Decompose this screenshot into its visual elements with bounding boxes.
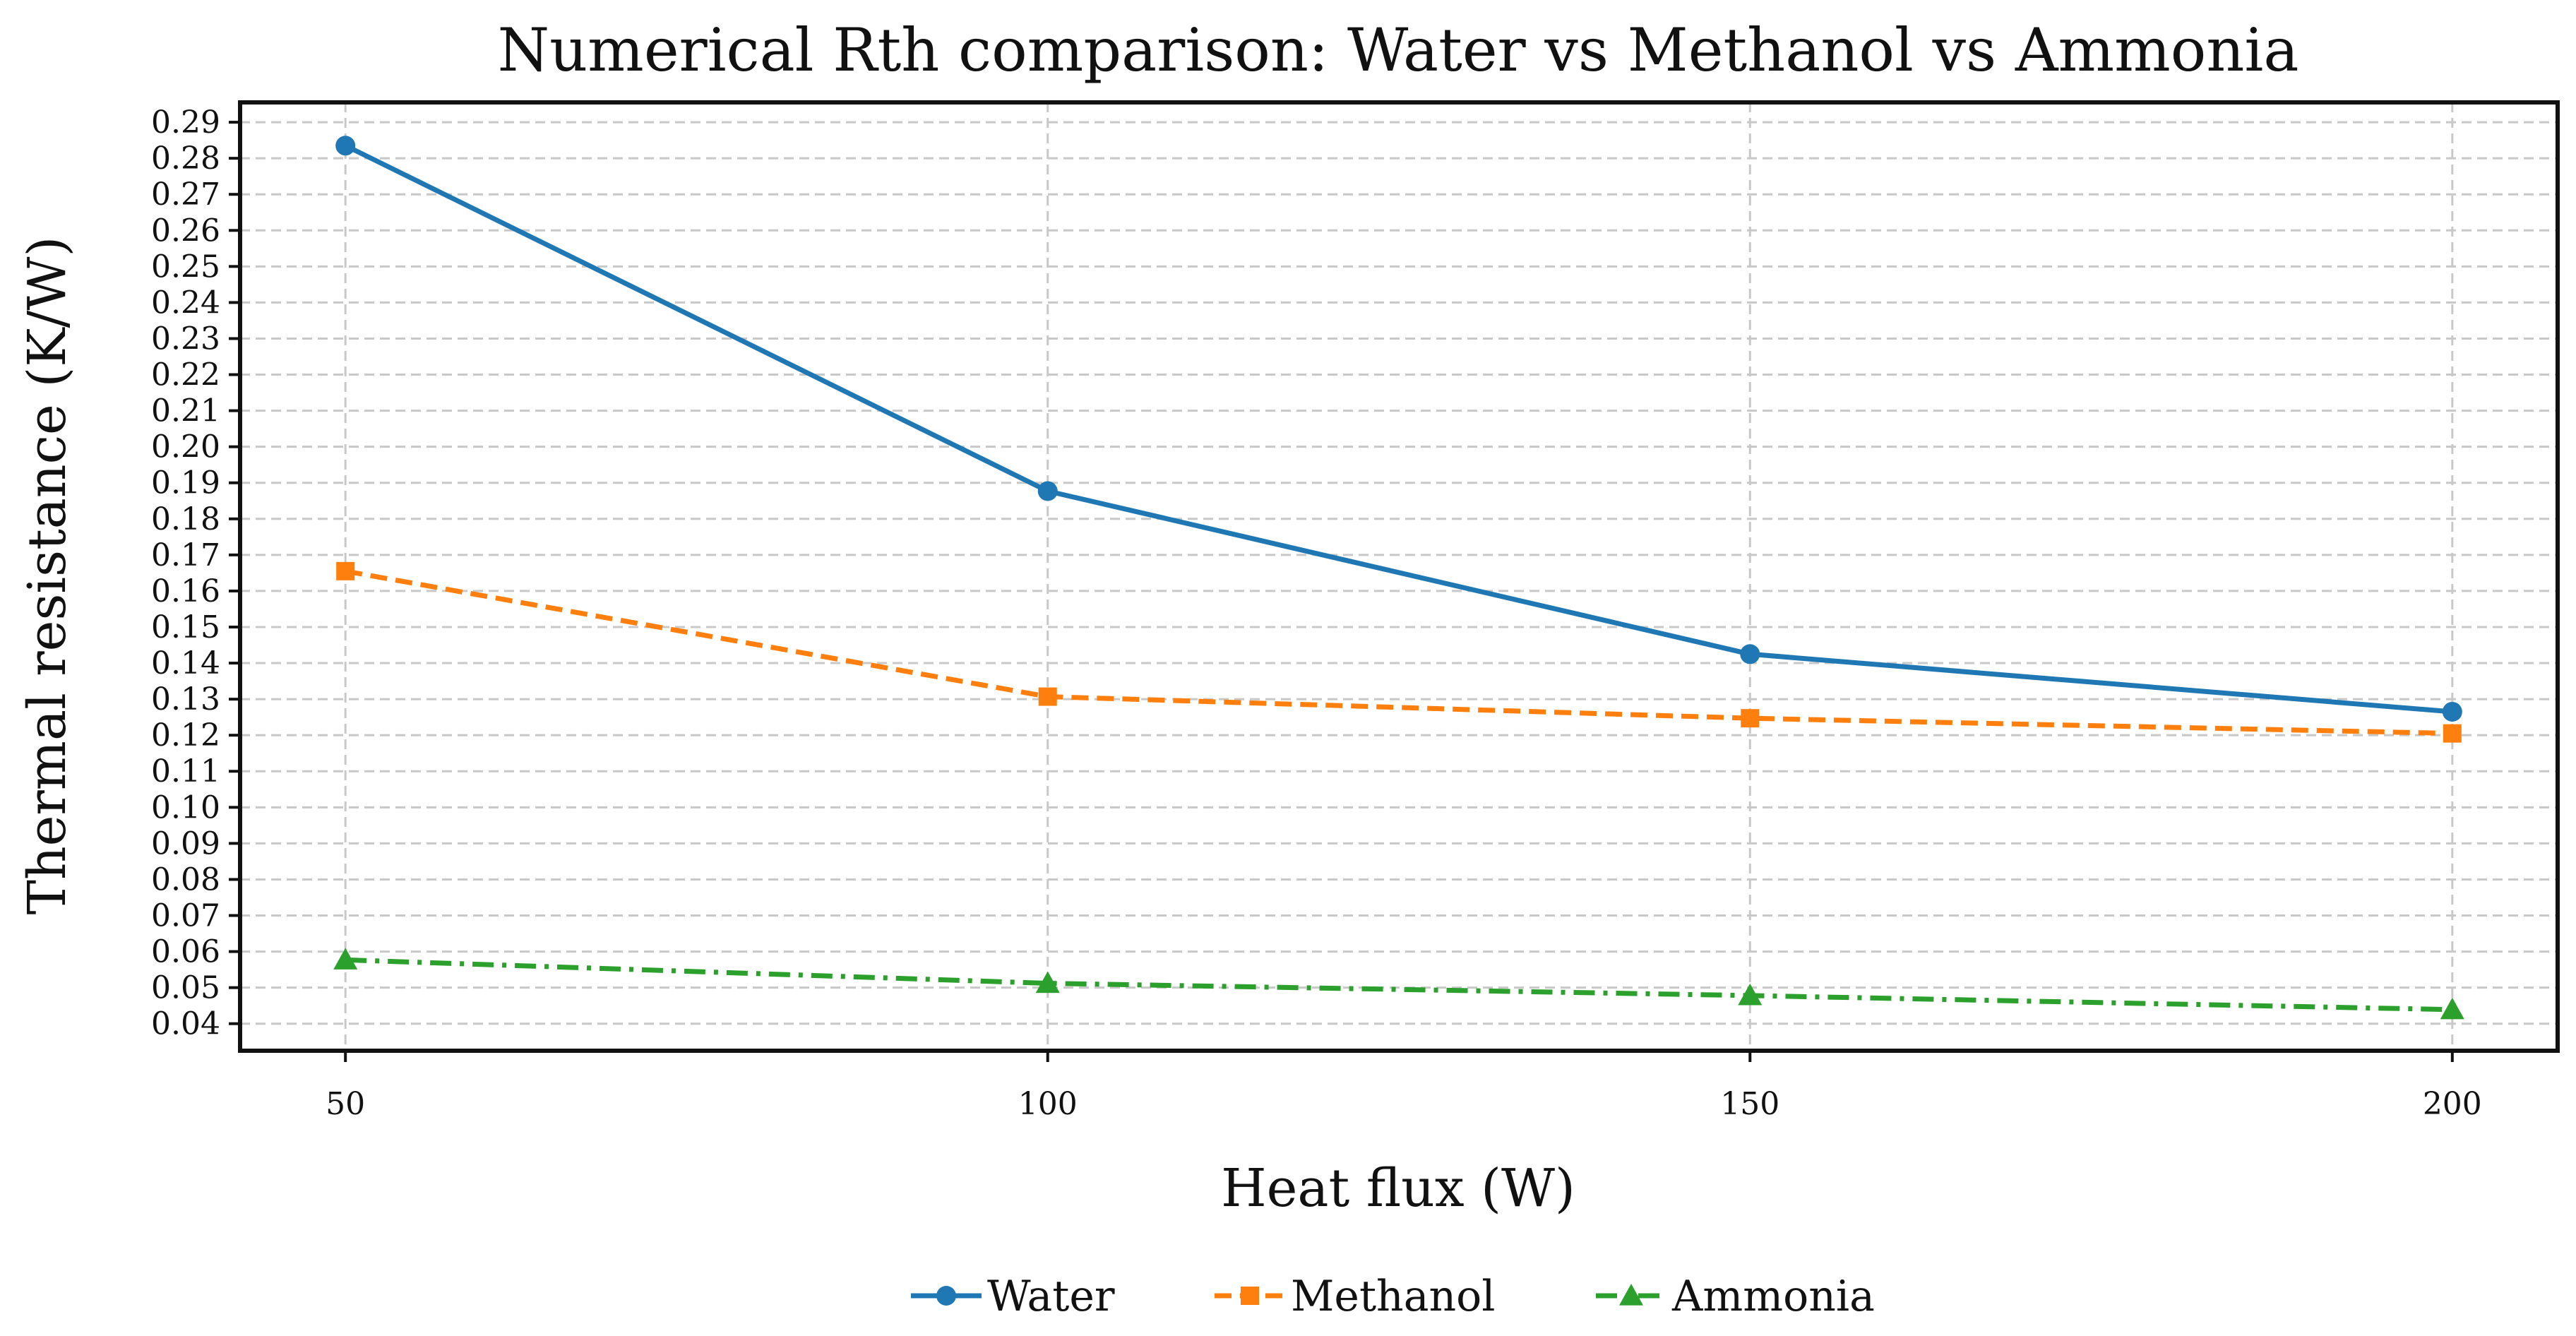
y-tick-label: 0.10 [151,789,220,825]
y-tick-label: 0.05 [151,970,220,1006]
ammonia-point [1738,983,1763,1006]
y-tick-label: 0.26 [151,213,220,249]
ammonia-line [345,957,2452,1013]
y-tick-label: 0.23 [151,321,220,357]
y-tick-label: 0.27 [151,177,220,213]
water-line [344,143,2453,715]
y-tick-label: 0.18 [151,501,220,537]
series-ammonia [333,948,2464,1020]
ammonia-point [1035,971,1060,994]
x-tick-label: 200 [2423,1086,2482,1122]
water-point [335,136,356,156]
methanol-point [2443,724,2462,743]
y-tick-label: 0.06 [151,934,220,970]
y-tick-label: 0.24 [151,285,220,321]
y-tick-label: 0.07 [151,898,220,934]
legend-marker-methanol [1241,1287,1259,1305]
y-tick-label: 0.19 [151,465,220,501]
legend-item-water: Water [911,1272,1115,1321]
y-tick-label: 0.15 [151,609,220,645]
y-tick-label: 0.16 [151,573,220,609]
chart-title: Numerical Rth comparison: Water vs Metha… [498,16,2299,85]
y-tick-label: 0.28 [151,141,220,177]
series-water [335,136,2462,722]
x-tick-label: 50 [326,1086,365,1122]
y-tick-label: 0.21 [151,393,220,429]
legend: Water Methanol Ammonia [911,1272,1875,1321]
y-tick-label: 0.04 [151,1006,220,1042]
water-point [2442,701,2462,722]
grid [240,102,2558,1051]
y-tick-label: 0.11 [151,753,220,789]
methanol-point [1038,687,1057,706]
methanol-line [345,568,2452,736]
legend-label-ammonia: Ammonia [1671,1272,1875,1321]
y-tick-label: 0.22 [151,357,220,393]
y-tick-label: 0.17 [151,537,220,573]
plot-series [333,136,2464,1020]
y-tick-label: 0.29 [151,105,220,141]
y-tick-label: 0.12 [151,717,220,753]
x-tick-label: 100 [1018,1086,1078,1122]
y-tick-label: 0.08 [151,861,220,897]
axes-ticks: 0.040.050.060.070.080.090.100.110.120.13… [151,105,2482,1122]
legend-item-methanol: Methanol [1215,1272,1495,1321]
legend-marker-ammonia [1619,1284,1643,1306]
water-point [1037,481,1058,501]
y-axis-label: Thermal resistance (K/W) [17,237,78,915]
legend-label-methanol: Methanol [1291,1272,1495,1321]
plot-frame [238,100,2560,1053]
y-tick-label: 0.13 [151,681,220,717]
x-axis-label: Heat flux (W) [1221,1158,1575,1219]
series-methanol [336,561,2462,743]
y-tick-label: 0.20 [151,429,220,465]
y-tick-label: 0.09 [151,825,220,861]
y-tick-label: 0.25 [151,249,220,285]
x-tick-label: 150 [1720,1086,1779,1122]
legend-label-water: Water [987,1272,1115,1321]
y-tick-label: 0.14 [151,645,220,681]
water-point [1740,644,1760,664]
legend-item-ammonia: Ammonia [1596,1272,1875,1321]
methanol-point [1741,709,1760,728]
methanol-point [336,561,355,580]
legend-marker-water [936,1286,956,1306]
ammonia-point [2440,997,2464,1020]
ammonia-point [333,948,358,970]
